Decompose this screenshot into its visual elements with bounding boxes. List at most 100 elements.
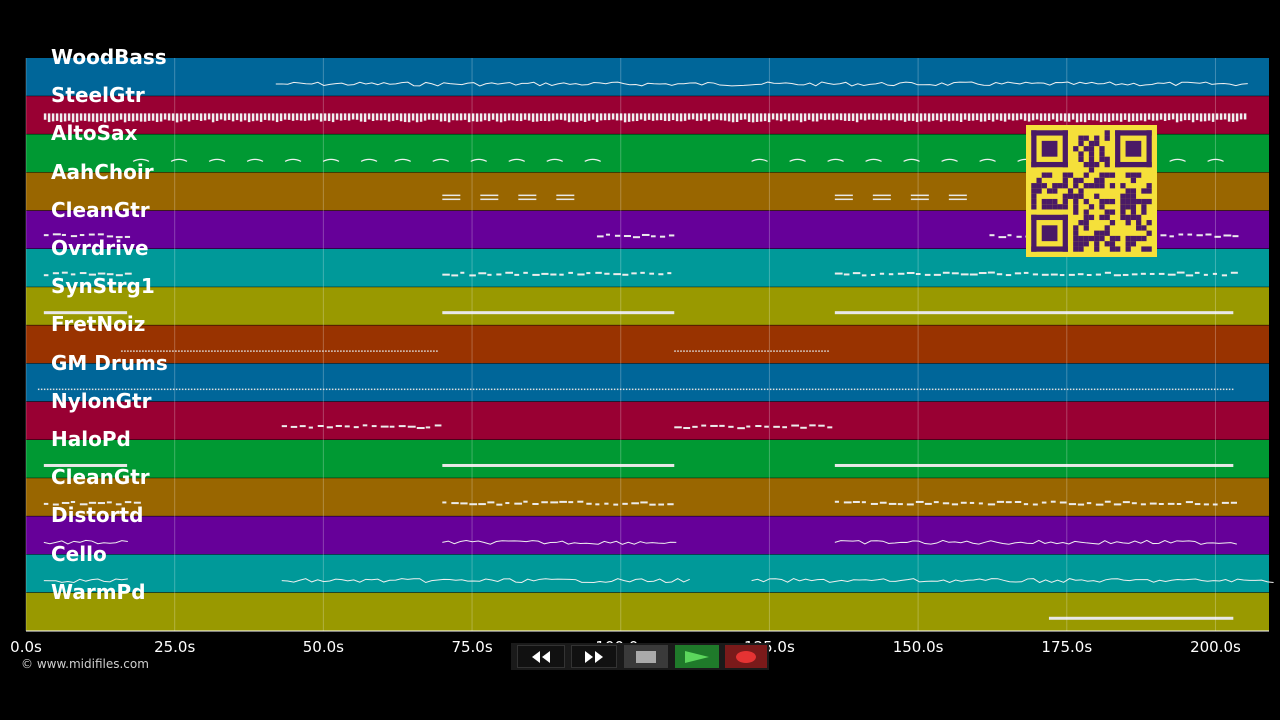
note-dot [934,388,937,391]
note-dot [775,388,778,391]
qr-module [1094,230,1100,236]
note-dot [178,350,180,352]
qr-module [1104,230,1110,236]
qr-module [1083,241,1089,247]
note-dot [637,388,640,391]
rewind-button[interactable] [517,645,565,668]
qr-module [1083,225,1089,231]
note-cluster [327,113,331,122]
note-cluster [779,113,783,122]
note-cluster [1179,113,1183,122]
track-label: Distortd [51,503,144,528]
note-dot [250,388,253,391]
note-cluster [1239,113,1243,120]
stop-button[interactable] [624,645,668,668]
note-dot [295,350,297,352]
note-dot [382,350,384,352]
note-cluster [799,113,803,123]
qr-module [1041,198,1047,205]
note-cluster [175,113,179,123]
note-pair [834,198,853,201]
note-cluster [531,113,535,122]
qr-module [1062,193,1068,199]
note-cluster [759,113,763,122]
note-dot [1180,388,1183,391]
note-dot [767,350,769,352]
note-dash [70,500,76,503]
note-cluster [343,113,347,121]
note-dash [487,501,495,504]
note-cluster [75,113,79,123]
note-dash [1158,502,1164,505]
note-cluster [1095,113,1099,121]
note-dot [142,388,145,391]
note-dot [502,388,505,391]
note-dot [835,388,838,391]
note-dot [124,350,126,352]
note-dot [1222,388,1225,391]
note-dash [1005,501,1012,504]
note-dash [115,503,122,506]
note-dot [193,350,195,352]
note-cluster [1235,113,1239,122]
note-dot [895,388,898,391]
note-dot [310,350,312,352]
note-cluster [259,113,263,122]
note-cluster [871,113,875,120]
note-dash [996,500,1005,503]
note-dash [1113,503,1122,506]
qr-module [1125,204,1131,210]
note-dot [229,350,231,352]
note-dot [106,388,109,391]
note-dot [919,388,922,391]
play-button[interactable] [675,645,719,668]
note-dash [43,234,49,237]
note-dash [1167,502,1175,505]
note-cluster [1195,113,1199,121]
note-cluster [587,113,591,121]
record-icon [736,650,756,663]
qr-module [1125,172,1131,178]
qr-module [1141,209,1147,215]
qr-module [1125,235,1131,242]
note-dash [106,501,112,504]
note-cluster [211,113,215,123]
note-dot [400,388,403,391]
qr-module [1109,209,1116,215]
note-dot [677,350,679,352]
note-dot [658,388,661,391]
note-dot [334,350,336,352]
note-dash [460,502,468,505]
note-dot [814,388,817,391]
note-dash [1232,235,1239,238]
note-cluster [535,113,539,122]
record-button[interactable] [725,645,767,668]
qr-module [1031,161,1068,168]
note-cluster [1099,113,1103,123]
note-dot [310,388,313,391]
fast-forward-button[interactable] [571,645,617,668]
note-cluster [911,113,915,121]
note-dot [1003,388,1006,391]
note-dash [97,502,105,505]
note-bar [43,311,128,315]
note-dot [758,350,760,352]
note-dash [1203,273,1208,276]
note-cluster [855,113,859,123]
note-dash [505,271,513,274]
note-cluster [679,113,683,122]
note-dash [469,274,476,277]
note-dash [1158,272,1165,275]
note-dot [829,388,832,391]
qr-code [1026,125,1157,257]
note-cluster [823,113,827,121]
note-cluster [171,113,175,121]
qr-module [1057,204,1063,210]
note-cluster [1203,113,1207,122]
note-bar [442,311,675,315]
qr-module [1073,246,1079,252]
note-dash [649,272,655,275]
note-cluster [1047,113,1051,122]
note-dash [133,501,141,504]
qr-module [1109,183,1116,189]
